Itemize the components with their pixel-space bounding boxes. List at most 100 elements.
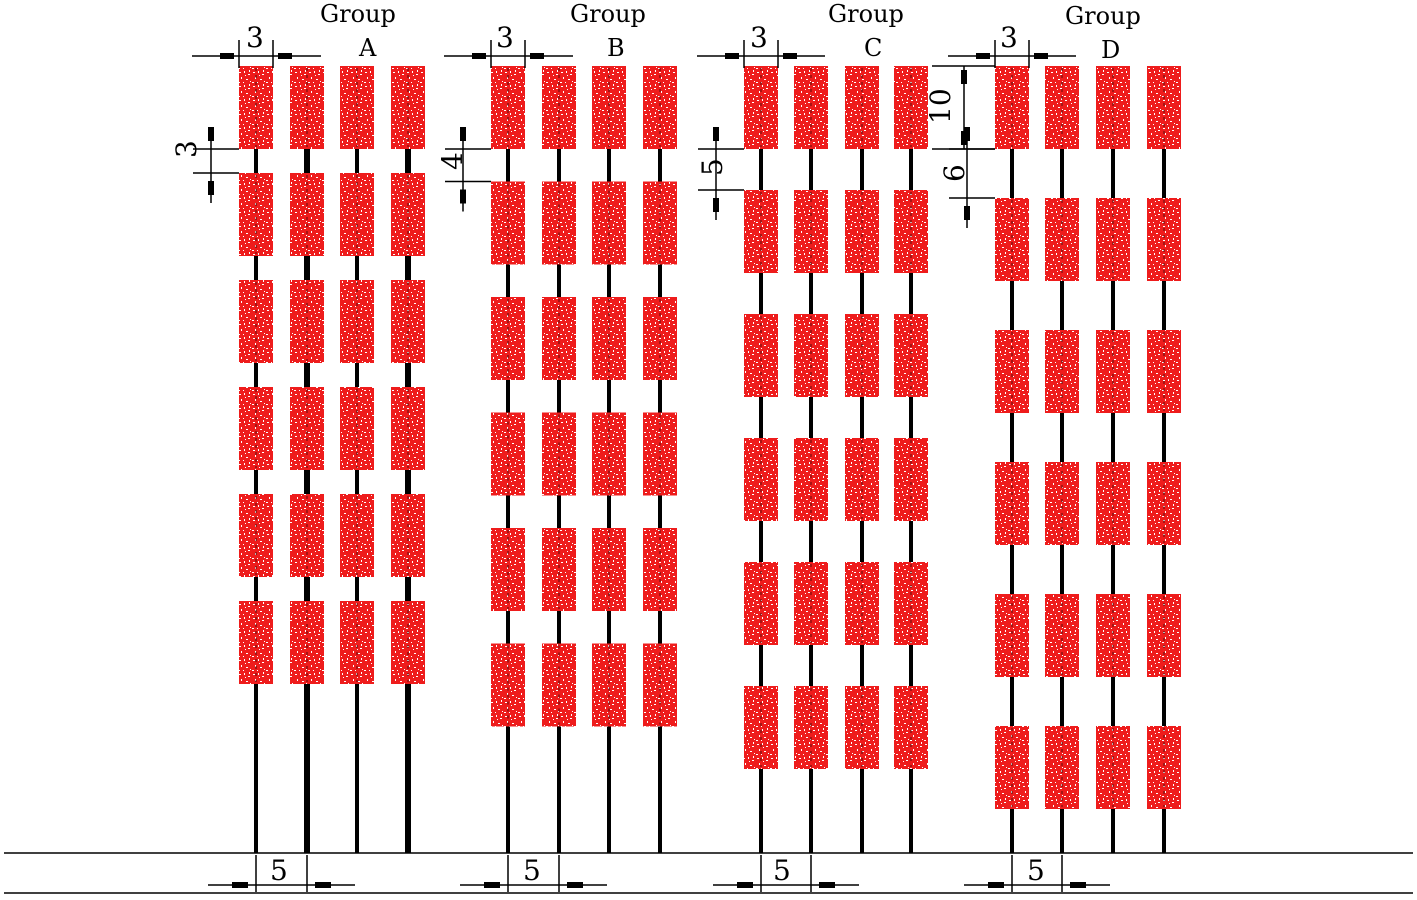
group-a-block: [239, 601, 273, 684]
group-b-block: [491, 66, 525, 149]
group-b-block: [491, 528, 525, 611]
group-d-block: [1147, 198, 1181, 281]
group-a-block: [340, 387, 374, 470]
group-b-block: [491, 643, 525, 727]
group-c-block: [894, 686, 928, 769]
group-a-block: [290, 494, 324, 577]
group-a-block: [391, 387, 425, 470]
group-b-block: [542, 412, 576, 496]
group-a-gap-dim-arrow: [208, 181, 214, 195]
group-a-gap-dim-label: 3: [170, 140, 203, 158]
group-a-block: [239, 173, 273, 256]
group-a-block: [290, 601, 324, 684]
group-c-spacing-dim-arrow: [819, 882, 835, 888]
group-d-block: [995, 330, 1029, 413]
group-b-block: [592, 528, 626, 611]
group-d-block: [1045, 66, 1079, 149]
group-d-width-dim-arrow: [976, 53, 990, 59]
group-c-block: [894, 66, 928, 149]
group-c-block: [894, 562, 928, 645]
group-a-letter: A: [358, 34, 377, 62]
group-a-width-dim-label: 3: [246, 21, 264, 54]
group-b-width-dim-arrow: [472, 53, 486, 59]
group-c-gap-dim-label: 5: [696, 158, 729, 176]
group-a-title: Group: [320, 0, 396, 28]
group-d-gap-dim-arrow: [964, 206, 970, 220]
group-c-block: [794, 190, 828, 273]
group-a-block: [239, 66, 273, 149]
group-d-width-dim-arrow: [1034, 53, 1048, 59]
group-c-spacing-dim-label: 5: [773, 854, 791, 887]
group-b-spacing-dim-arrow: [567, 882, 583, 888]
group-d-block: [1096, 726, 1130, 809]
group-c-block: [744, 562, 778, 645]
group-b-block: [592, 66, 626, 149]
group-c-spacing-dim-arrow: [737, 882, 753, 888]
group-c-gap-dim-arrow: [713, 198, 719, 212]
group-d-block: [1147, 462, 1181, 545]
group-a-block: [290, 173, 324, 256]
group-b-block: [542, 297, 576, 380]
group-b-block: [592, 181, 626, 265]
group-a-block: [340, 494, 374, 577]
group-a-width-dim-arrow: [220, 53, 234, 59]
group-c-block: [794, 686, 828, 769]
group-b-gap-dim-arrow: [460, 127, 466, 141]
group-c-block: [894, 190, 928, 273]
group-b-width-dim-arrow: [530, 53, 544, 59]
group-a-width-dim-arrow: [278, 53, 292, 59]
group-b-width-dim-label: 3: [496, 21, 514, 54]
group-a-block: [290, 280, 324, 363]
group-c-gap-dim-arrow: [713, 127, 719, 141]
group-c-width-dim-arrow: [725, 53, 739, 59]
group-b-block: [542, 181, 576, 265]
group-b-gap-dim-arrow: [460, 189, 466, 204]
group-d-width-dim-label: 3: [1000, 21, 1018, 54]
group-a-spacing-dim-label: 5: [270, 854, 288, 887]
group-c-width-dim-arrow: [783, 53, 797, 59]
group-b-block: [491, 297, 525, 380]
group-d-block: [1147, 66, 1181, 149]
group-c-block: [845, 314, 879, 397]
group-d-spacing-dim-arrow: [1070, 882, 1086, 888]
group-c-block: [744, 190, 778, 273]
group-b-spacing-dim-label: 5: [523, 854, 541, 887]
group-a-block: [391, 173, 425, 256]
group-d-block: [1045, 462, 1079, 545]
group-a-spacing-dim-arrow: [315, 882, 331, 888]
group-b-spacing-dim-arrow: [484, 882, 500, 888]
group-a-block: [290, 387, 324, 470]
group-d-block: [995, 594, 1029, 677]
group-c-block: [845, 190, 879, 273]
group-b-letter: B: [607, 34, 625, 62]
group-b-block: [643, 297, 677, 380]
group-b-block: [491, 181, 525, 265]
group-a-block: [340, 601, 374, 684]
group-b-block: [542, 528, 576, 611]
group-b-block: [643, 643, 677, 727]
group-b-title: Group: [570, 0, 646, 28]
group-d-block: [1045, 594, 1079, 677]
group-c-title: Group: [828, 0, 904, 28]
group-b-gap-dim-label: 4: [436, 152, 469, 170]
group-c-block: [794, 66, 828, 149]
group-c-block: [744, 438, 778, 521]
group-d-block: [1096, 198, 1130, 281]
group-d-block: [1045, 198, 1079, 281]
group-d-block: [1096, 462, 1130, 545]
group-d-block: [1147, 330, 1181, 413]
group-d-block: [1045, 330, 1079, 413]
group-d-block: [1045, 726, 1079, 809]
group-c-block: [894, 314, 928, 397]
group-d-block: [995, 66, 1029, 149]
group-a-gap-dim-arrow: [208, 127, 214, 141]
group-d-height-dim-arrow: [961, 70, 967, 84]
group-b-block: [643, 528, 677, 611]
group-d-block: [1147, 594, 1181, 677]
group-d-block: [1096, 330, 1130, 413]
group-c-block: [744, 66, 778, 149]
group-c-block: [794, 438, 828, 521]
group-b-block: [643, 412, 677, 496]
group-d-height-dim-label: 10: [924, 88, 957, 124]
group-d-gap-dim-label: 6: [938, 164, 971, 182]
